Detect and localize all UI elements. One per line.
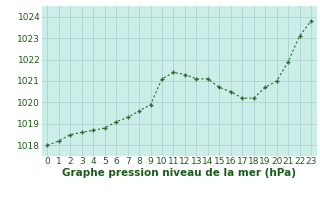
X-axis label: Graphe pression niveau de la mer (hPa): Graphe pression niveau de la mer (hPa) [62,168,296,178]
